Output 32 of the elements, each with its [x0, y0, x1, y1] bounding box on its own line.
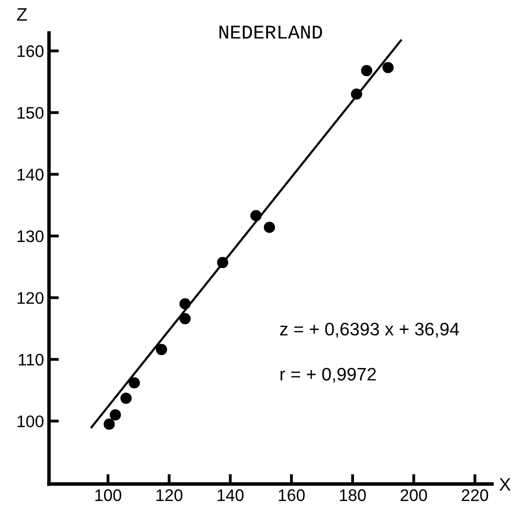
y-tick-label: 150: [18, 106, 44, 119]
annotation: r = + 0,9972: [280, 368, 376, 383]
point: [156, 344, 168, 356]
point: [350, 88, 362, 100]
y-tick-label: 120: [18, 292, 44, 304]
x-tick-label: 220: [462, 489, 488, 502]
point: [104, 418, 115, 430]
x-tick-label: 160: [278, 489, 305, 502]
annotation: z = + 0,6393 x + 36,94: [280, 322, 460, 338]
point: [217, 256, 228, 268]
point: [382, 62, 394, 74]
x-tick-label: 140: [218, 489, 244, 502]
point: [264, 222, 276, 233]
point: [128, 377, 140, 388]
y-tick-label: 160: [18, 45, 44, 58]
x-tick-label: 120: [156, 489, 182, 502]
y-tick-label: 110: [18, 354, 44, 366]
chart-title: NEDERLAND: [220, 26, 322, 39]
point: [120, 392, 132, 404]
point: [361, 65, 372, 76]
point: [179, 313, 191, 324]
x-tick-label: 200: [400, 489, 427, 502]
x-tick-label: 180: [340, 489, 366, 502]
point: [179, 298, 191, 310]
y-tick-label: 140: [18, 168, 44, 180]
x-axis-title: X: [499, 478, 511, 491]
point: [110, 409, 121, 421]
point: [250, 210, 262, 222]
x-tick-label: 100: [95, 489, 122, 502]
y-axis-title: Z: [17, 8, 27, 21]
y-tick-label: 100: [18, 415, 44, 428]
y-tick-label: 130: [18, 230, 44, 242]
